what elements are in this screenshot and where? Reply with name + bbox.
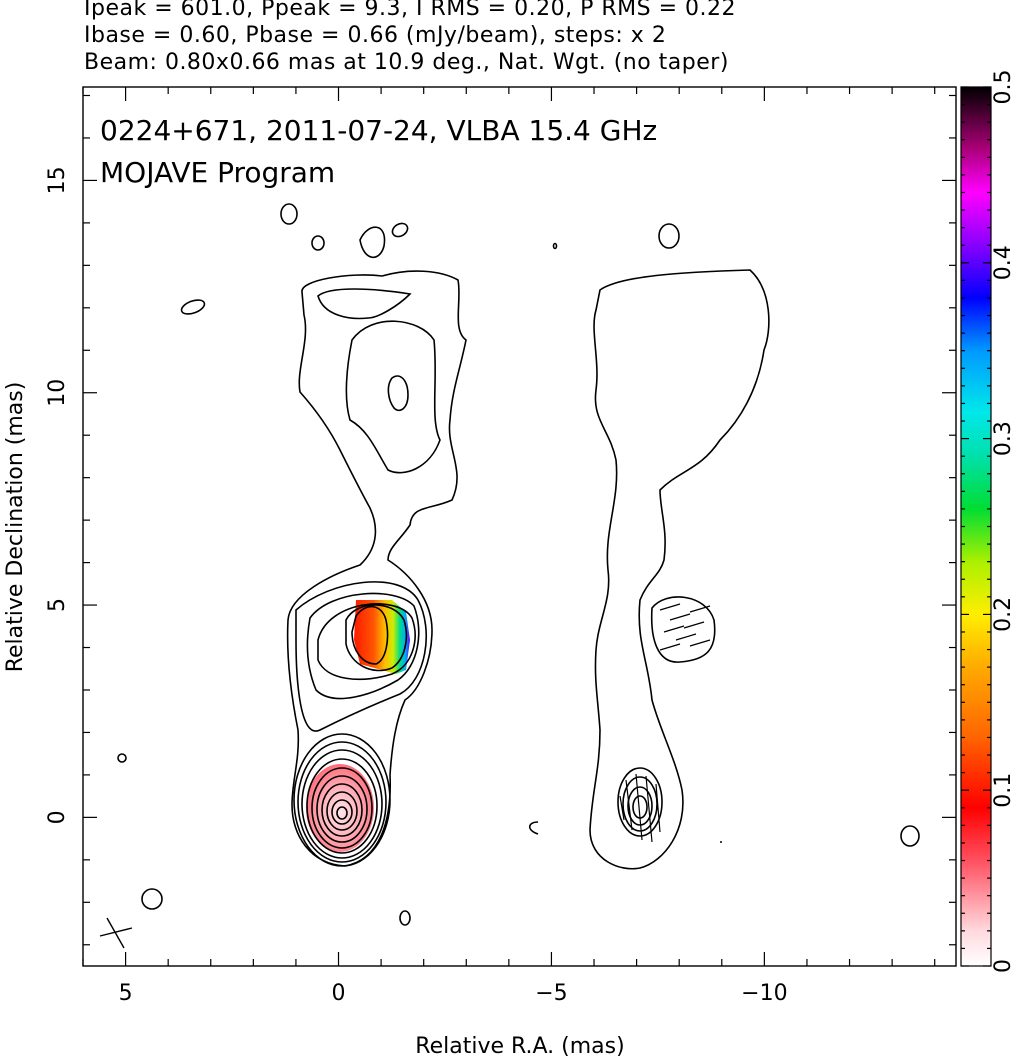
y-axis-label: Relative Declination (mas) [3,382,28,673]
colorbar-tick-label: 0 [991,959,1016,973]
contour-left-2 [317,288,412,320]
header-line-3: Beam: 0.80x0.66 mas at 10.9 deg., Nat. W… [84,50,729,75]
colorbar-tick-labels: 0 0.1 0.2 0.3 0.4 0.5 [991,70,1016,974]
contour-left-outer [286,270,467,867]
contour-left-9 [351,605,389,665]
contour-right-outer [589,269,770,870]
colorbar-tick-label: 0.1 [991,773,1016,808]
header-line-2: Ibase = 0.60, Pbase = 0.66 (mJy/beam), s… [84,23,667,48]
x-ticks [82,87,936,966]
y-tick-label: 15 [45,166,70,194]
x-tick-label: 5 [119,981,133,1006]
evpa-vectors [619,603,711,843]
colorbar-tick-label: 0.4 [991,245,1016,280]
contour-left-5 [295,581,428,732]
contour-left-6 [306,592,420,700]
knot-polarization-fill [354,600,410,674]
right-pol-contours [617,596,716,837]
plot-frame [82,86,957,967]
y-ticks [83,94,956,946]
colorbar-ticks [961,86,991,967]
isolated-contours [117,203,920,926]
chart-annotation-line-2: MOJAVE Program [100,156,335,189]
y-tick-labels: 0 5 10 15 [45,166,70,824]
contour-layer [99,203,920,949]
contour-left-8 [345,604,408,672]
x-tick-label: −10 [741,981,787,1006]
colorbar-tick-label: 0.2 [991,597,1016,632]
x-tick-labels: 5 0 −5 −10 [119,981,788,1006]
beam-cross [99,917,133,949]
y-tick-label: 5 [45,598,70,612]
chart-annotation-line-1: 0224+671, 2011-07-24, VLBA 15.4 GHz [100,114,657,147]
x-tick-label: 0 [332,981,346,1006]
colorbar-tick-label: 0.5 [991,70,1016,105]
y-tick-label: 10 [45,379,70,407]
colorbar-fill [961,87,991,966]
contour-left-7 [317,603,416,680]
contour-left-3 [345,320,441,474]
x-axis-label: Relative R.A. (mas) [415,1034,624,1059]
colorbar-tick-label: 0.3 [991,421,1016,456]
contour-left-4 [387,375,409,412]
core-contours-left [293,733,391,867]
y-tick-label: 0 [45,810,70,824]
header-line-1: Ipeak = 601.0, Ppeak = 9.3, I RMS = 0.20… [84,0,736,21]
x-tick-label: −5 [535,981,567,1006]
point-mark [720,841,722,843]
